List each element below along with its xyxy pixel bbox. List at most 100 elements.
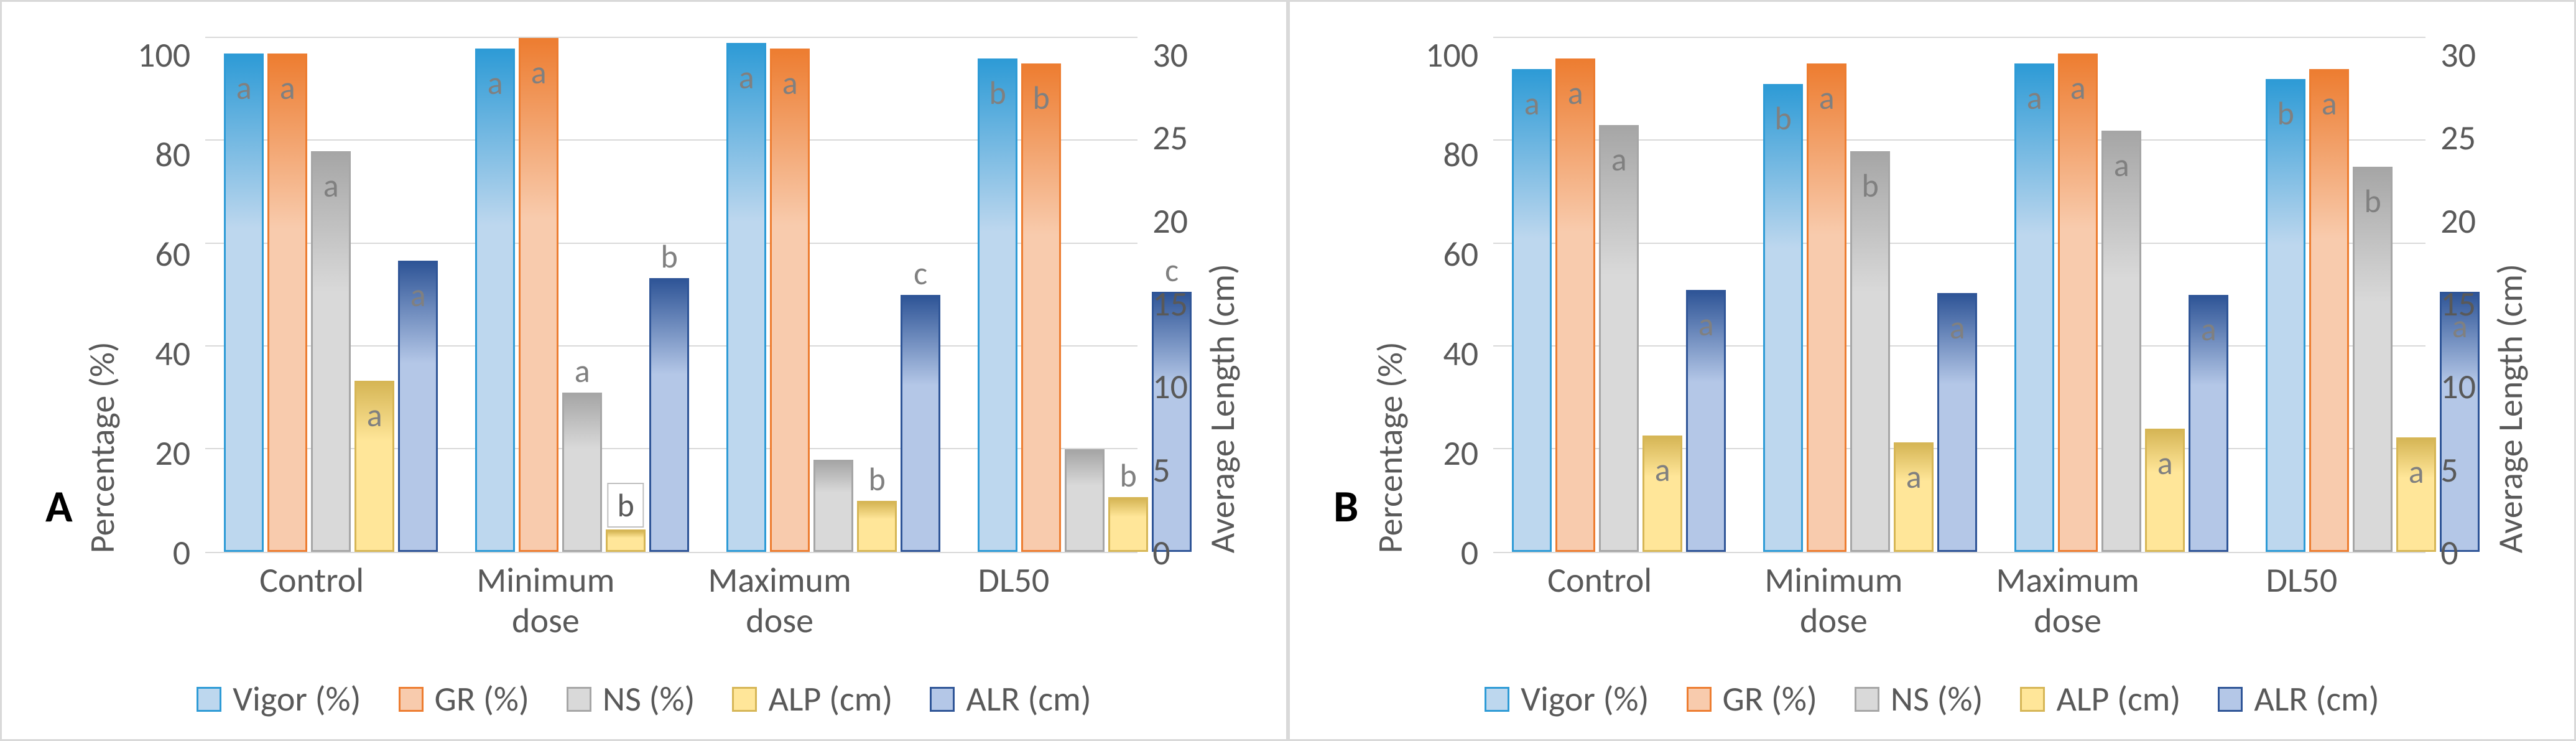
legend-label: GR (%) <box>1723 678 1817 720</box>
bar-vigor: b <box>2266 79 2305 552</box>
legend-swatch <box>1485 687 1509 712</box>
x-axis-labels: ControlMinimumdoseMaximumdoseDL50 <box>195 561 1131 641</box>
x-axis: ControlMinimumdoseMaximumdoseDL50 <box>33 561 1255 641</box>
bar-vigor: a <box>475 49 515 552</box>
legend: Vigor (%) GR (%) NS (%) ALP (cm) ALR (cm) <box>27 678 1261 720</box>
left-y-axis-title: Percentage (%) <box>76 21 129 553</box>
y-tick: 0 <box>1152 536 1188 571</box>
plot-area: aaaaaaaabbaabcbbbc <box>205 38 1137 553</box>
plot-row: Percentage (%)020406080100aaaaababaaaaaa… <box>1315 21 2549 553</box>
y-tick: 5 <box>2440 453 2476 488</box>
y-tick: 0 <box>1425 536 1478 571</box>
legend-item-ns: NS (%) <box>1855 678 1983 720</box>
y-tick: 60 <box>137 237 190 272</box>
bar-alr: a <box>2440 292 2480 552</box>
bar-ns: a <box>562 393 602 552</box>
bar-ns <box>1065 449 1105 552</box>
bar-group-control: aaaaa <box>1493 38 1744 552</box>
bar-group-letter: b <box>1032 78 1049 118</box>
bar-group-letter: a <box>236 68 252 108</box>
bar-ns: a <box>311 151 351 552</box>
y-tick: 80 <box>1425 137 1478 172</box>
legend-swatch <box>930 687 955 712</box>
x-label-dl50: DL50 <box>2185 561 2419 641</box>
bar-groups: aaaaababaaaaaaababaa <box>1493 38 2425 552</box>
bar-vigor: b <box>1763 84 1803 552</box>
y-tick: 20 <box>1152 204 1188 239</box>
bar-group-letter: a <box>488 63 503 103</box>
left-y-ticks: 020406080100 <box>129 21 199 553</box>
bar-group-letter: a <box>2201 309 2217 349</box>
bar-group-letter: a <box>1611 139 1627 179</box>
bar-group-letter: a <box>1819 78 1835 118</box>
bar-gr: a <box>519 38 558 552</box>
bar-vigor: a <box>1512 69 1552 552</box>
y-tick: 0 <box>2440 536 2476 571</box>
bar-alp: b <box>857 501 897 552</box>
bar-alp: a <box>1642 436 1682 552</box>
legend: Vigor (%)GR (%)NS (%)ALP (cm)ALR (cm) <box>1315 678 2549 720</box>
legend-label: ALP (cm) <box>768 678 892 720</box>
legend-swatch <box>1855 687 1879 712</box>
x-label-min: Minimumdose <box>429 561 662 641</box>
bar-group-letter: a <box>2070 68 2086 108</box>
legend-label: GR (%) <box>435 678 529 720</box>
y-tick: 40 <box>137 337 190 371</box>
bar-gr: a <box>2058 54 2098 552</box>
legend-swatch <box>197 687 221 712</box>
x-axis: ControlMinimumdoseMaximumdoseDL50 <box>1321 561 2543 641</box>
y-tick: 5 <box>1152 453 1188 488</box>
bar-alp: a <box>2145 429 2185 552</box>
bar-group-min: aaabb <box>456 38 708 552</box>
right-y-axis-title: Average Length (cm) <box>1197 21 1249 553</box>
bar-group-control: aaaaa <box>205 38 456 552</box>
bar-alr: a <box>1686 290 1726 552</box>
legend-swatch <box>2020 687 2045 712</box>
bar-gr: a <box>770 49 810 552</box>
bar-group-letter: a <box>1524 83 1540 123</box>
legend-item-ns: NS (%) <box>567 678 695 720</box>
bar-group-letter: a <box>1950 307 1965 347</box>
y-tick: 20 <box>1425 436 1478 471</box>
bar-group-letter: a <box>323 165 339 205</box>
legend-swatch <box>399 687 424 712</box>
bar-gr: a <box>267 54 307 552</box>
bar-groups: aaaaaaaabbaabcbbbc <box>205 38 1137 552</box>
bar-group-letter: a <box>2409 452 2424 492</box>
bar-gr: a <box>1555 58 1595 552</box>
legend-label: ALR (cm) <box>2254 678 2379 720</box>
y-tick: 10 <box>1152 370 1188 404</box>
bar-group-letter: a <box>2114 145 2129 185</box>
bar-alr: a <box>398 261 438 552</box>
bar-group-letter: b <box>1119 455 1136 495</box>
bar-group-letter: a <box>1655 450 1670 490</box>
x-label-min: Minimumdose <box>1717 561 1950 641</box>
x-label-dl50: DL50 <box>897 561 1131 641</box>
legend-label: ALR (cm) <box>966 678 1091 720</box>
bar-alp: b <box>606 529 646 552</box>
legend-item-alp: ALP (cm) <box>732 678 892 720</box>
y-tick: 30 <box>1152 38 1188 73</box>
bar-vigor: b <box>978 58 1017 552</box>
bar-alp: a <box>1894 442 1934 552</box>
left-y-ticks: 020406080100 <box>1417 21 1487 553</box>
bar-group-letter: a <box>1698 304 1714 344</box>
x-label-control: Control <box>1483 561 1717 641</box>
bar-alr: b <box>649 278 689 552</box>
bar-alp: b <box>1108 497 1148 552</box>
bar-group-letter: b <box>989 73 1006 113</box>
bar-group-letter: b <box>1861 165 1878 205</box>
bar-group-letter: a <box>367 395 382 435</box>
y-tick: 100 <box>137 38 190 73</box>
bar-gr: a <box>1807 63 1846 552</box>
bar-group-letter: a <box>2157 443 2173 483</box>
bar-group-letter: b <box>2364 181 2381 221</box>
y-tick: 40 <box>1425 337 1478 371</box>
left-y-axis-title: Percentage (%) <box>1364 21 1417 553</box>
bar-group-letter: a <box>575 351 590 391</box>
y-tick: 80 <box>137 137 190 172</box>
legend-label: Vigor (%) <box>233 678 361 720</box>
bar-ns <box>813 460 853 552</box>
bar-ns: b <box>2353 167 2393 552</box>
x-label-max: Maximumdose <box>1951 561 2185 641</box>
